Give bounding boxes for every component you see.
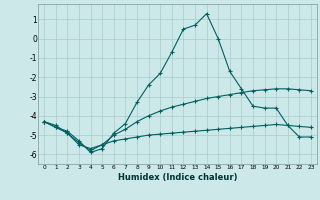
X-axis label: Humidex (Indice chaleur): Humidex (Indice chaleur) [118, 173, 237, 182]
